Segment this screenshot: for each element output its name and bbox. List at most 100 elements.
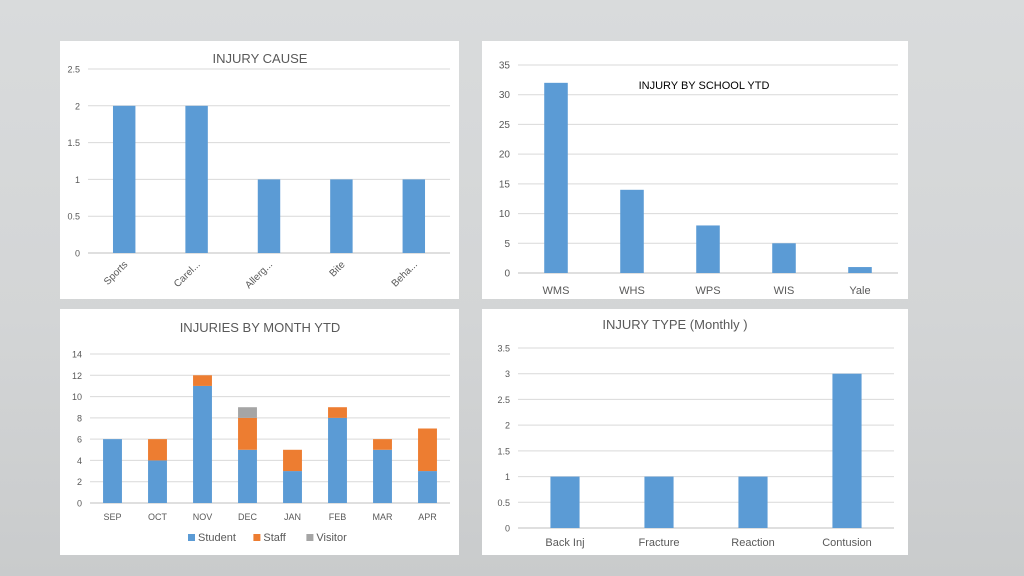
y-tick-label: 2 <box>75 101 80 111</box>
x-tick-label: WIS <box>774 285 795 297</box>
bar-oct-student <box>148 460 167 503</box>
bar-allerg <box>257 179 281 253</box>
bar-sep-student <box>103 439 122 503</box>
x-tick-label: WHS <box>619 285 645 297</box>
y-tick-label: 10 <box>72 392 82 402</box>
y-tick-label: 25 <box>499 120 511 131</box>
x-tick-label: Yale <box>849 285 870 297</box>
y-tick-label: 0 <box>504 269 510 280</box>
bar-feb-student <box>328 417 347 503</box>
bar-bite <box>330 179 353 253</box>
y-tick-label: 0 <box>77 499 82 509</box>
chart-title: INJURIES BY MONTH YTD <box>180 320 341 335</box>
y-tick-label: 2 <box>77 477 82 487</box>
injury-cause-chart: INJURY CAUSE 0 0.5 1 1.5 2 2.5 Sports Carel... A… <box>67 51 450 291</box>
y-tick-label: 0 <box>75 249 80 259</box>
x-tick-label: Contusion <box>822 537 872 549</box>
y-tick-label: 8 <box>77 413 82 423</box>
injury-type-panel: INJURY TYPE (Monthly ) 0 0.5 1 1.5 2 2.5 3 3.5 B… <box>482 309 908 555</box>
y-tick-label: 15 <box>499 179 511 190</box>
bar-nov-student <box>193 385 212 503</box>
x-tick-label: OCT <box>148 512 168 522</box>
y-tick-label: 0.5 <box>67 212 80 222</box>
bar-jan-student <box>283 471 302 503</box>
x-tick-label: Reaction <box>731 537 774 549</box>
chart-title: INJURY TYPE (Monthly ) <box>602 317 747 332</box>
bar-backinj <box>550 476 580 528</box>
bar-fracture <box>644 476 674 528</box>
x-tick-label: MAR <box>373 512 394 522</box>
injuries-by-month-chart: INJURIES BY MONTH YTD 0 2 4 6 8 10 12 14 SEP OCT N… <box>72 320 450 544</box>
bar-wis <box>772 243 796 273</box>
chart-title: INJURY CAUSE <box>213 51 308 66</box>
injury-by-school-panel: INJURY BY SCHOOL YTD 0 5 10 15 20 25 30 35 WMS WH… <box>482 41 908 299</box>
bar-whs <box>620 189 644 273</box>
bar-nov-staff <box>193 375 212 386</box>
bar-dec-staff <box>238 417 257 450</box>
x-tick-label: Fracture <box>639 537 680 549</box>
bar-beha <box>402 179 426 253</box>
legend-label-visitor: Visitor <box>316 532 347 544</box>
x-tick-label: WPS <box>695 285 720 297</box>
y-tick-label: 20 <box>499 150 511 161</box>
x-tick-label: SEP <box>103 512 121 522</box>
y-tick-label: 1 <box>75 175 80 185</box>
y-tick-label: 0 <box>505 524 510 534</box>
y-tick-label: 4 <box>77 456 82 466</box>
legend-swatch-visitor <box>306 534 314 541</box>
bar-dec-student <box>238 449 257 503</box>
x-tick-label: WMS <box>543 285 570 297</box>
legend-swatch-staff <box>253 534 261 541</box>
y-tick-label: 5 <box>504 239 510 250</box>
x-tick-label: APR <box>418 512 437 522</box>
bar-sports <box>112 105 136 253</box>
y-tick-label: 2.5 <box>497 395 510 405</box>
bar-carel <box>185 105 208 253</box>
x-tick-label: Back Inj <box>545 537 584 549</box>
x-tick-label: Beha... <box>390 259 420 289</box>
bar-mar-student <box>373 449 392 503</box>
legend-label-staff: Staff <box>263 532 286 544</box>
x-tick-label: NOV <box>193 512 213 522</box>
y-tick-label: 1 <box>505 472 510 482</box>
x-tick-label: FEB <box>329 512 347 522</box>
legend-label-student: Student <box>198 532 236 544</box>
x-tick-label: Sports <box>102 259 130 287</box>
x-tick-label: Bite <box>328 259 348 279</box>
x-tick-label: Carel... <box>172 259 203 290</box>
bar-contusion <box>832 373 862 528</box>
injury-type-chart: INJURY TYPE (Monthly ) 0 0.5 1 1.5 2 2.5 3 3.5 B… <box>497 317 894 549</box>
y-tick-label: 6 <box>77 435 82 445</box>
x-tick-label: JAN <box>284 512 301 522</box>
y-tick-label: 1.5 <box>497 446 510 456</box>
x-tick-label: DEC <box>238 512 258 522</box>
bar-reaction <box>738 476 768 528</box>
bar-yale <box>848 267 872 273</box>
y-tick-label: 12 <box>72 371 82 381</box>
bar-feb-staff <box>328 407 347 418</box>
y-tick-label: 0.5 <box>497 498 510 508</box>
y-tick-label: 2.5 <box>67 65 80 75</box>
injuries-by-month-panel: INJURIES BY MONTH YTD 0 2 4 6 8 10 12 14 SEP OCT N… <box>60 309 459 555</box>
bar-wps <box>696 225 720 273</box>
bar-oct-staff <box>148 439 167 461</box>
y-tick-label: 14 <box>72 350 82 360</box>
injury-cause-panel: INJURY CAUSE 0 0.5 1 1.5 2 2.5 Sports Carel... A… <box>60 41 459 299</box>
y-tick-label: 10 <box>499 209 511 220</box>
bar-mar-staff <box>373 439 392 450</box>
y-tick-label: 35 <box>499 61 511 72</box>
y-tick-label: 2 <box>505 421 510 431</box>
y-tick-label: 30 <box>499 90 511 101</box>
injury-by-school-chart: INJURY BY SCHOOL YTD 0 5 10 15 20 25 30 35 WMS WH… <box>499 61 898 297</box>
y-tick-label: 1.5 <box>67 138 80 148</box>
bar-wms <box>544 82 568 273</box>
bar-dec-visitor <box>238 407 257 418</box>
bar-jan-staff <box>283 449 302 472</box>
x-tick-label: Allerg... <box>243 259 275 291</box>
legend-swatch-student <box>188 534 195 541</box>
y-tick-label: 3 <box>505 369 510 379</box>
bar-apr-student <box>418 471 437 503</box>
y-tick-label: 3.5 <box>497 344 510 354</box>
chart-title: INJURY BY SCHOOL YTD <box>639 80 770 92</box>
bar-apr-staff <box>418 428 437 472</box>
